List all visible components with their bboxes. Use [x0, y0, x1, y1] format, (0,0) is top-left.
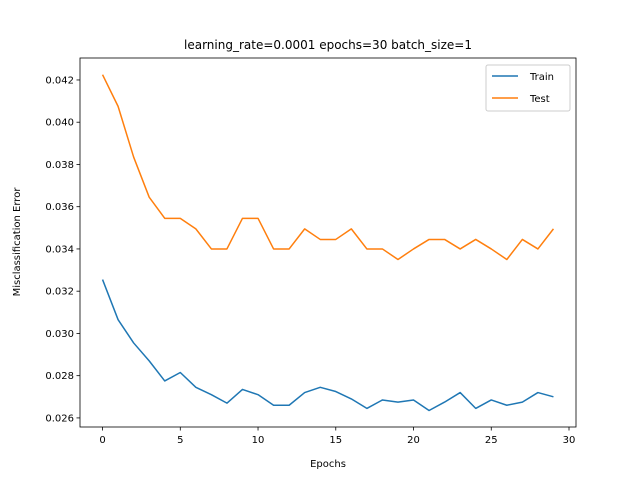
- axes-frame: [79, 57, 577, 428]
- series-line-train: [101, 279, 554, 412]
- y-tick-label: 0.028: [45, 371, 74, 382]
- legend: Train Test: [485, 64, 571, 112]
- x-tick-label: 15: [329, 435, 342, 446]
- x-tick-label: 30: [563, 435, 576, 446]
- x-axis-label: Epochs: [310, 459, 346, 470]
- y-tick-label: 0.038: [45, 160, 74, 171]
- y-tick-label: 0.032: [45, 287, 74, 298]
- legend-label-train: Train: [529, 72, 554, 83]
- y-axis-label: Misclassification Error: [12, 187, 23, 297]
- x-tick-label: 10: [252, 435, 265, 446]
- chart-title: learning_rate=0.0001 epochs=30 batch_siz…: [184, 38, 472, 52]
- y-tick-label: 0.040: [45, 118, 74, 129]
- x-tick-label: 25: [485, 435, 498, 446]
- y-tick-label: 0.026: [45, 413, 74, 424]
- y-tick-label: 0.030: [45, 329, 74, 340]
- series-line-test: [101, 74, 555, 261]
- y-tick-label: 0.036: [45, 202, 74, 213]
- legend-label-test: Test: [529, 94, 550, 105]
- x-tick-label: 5: [177, 435, 183, 446]
- plot-area: 0 5 10 15 20 25 30 0.026 0.028 0.030 0.032 0.034 0.0…: [45, 57, 577, 446]
- legend-frame: [485, 64, 571, 112]
- y-tick-label: 0.034: [45, 244, 74, 255]
- x-tick-label: 20: [407, 435, 420, 446]
- y-tick-label: 0.042: [45, 75, 74, 86]
- x-tick-label: 0: [99, 435, 105, 446]
